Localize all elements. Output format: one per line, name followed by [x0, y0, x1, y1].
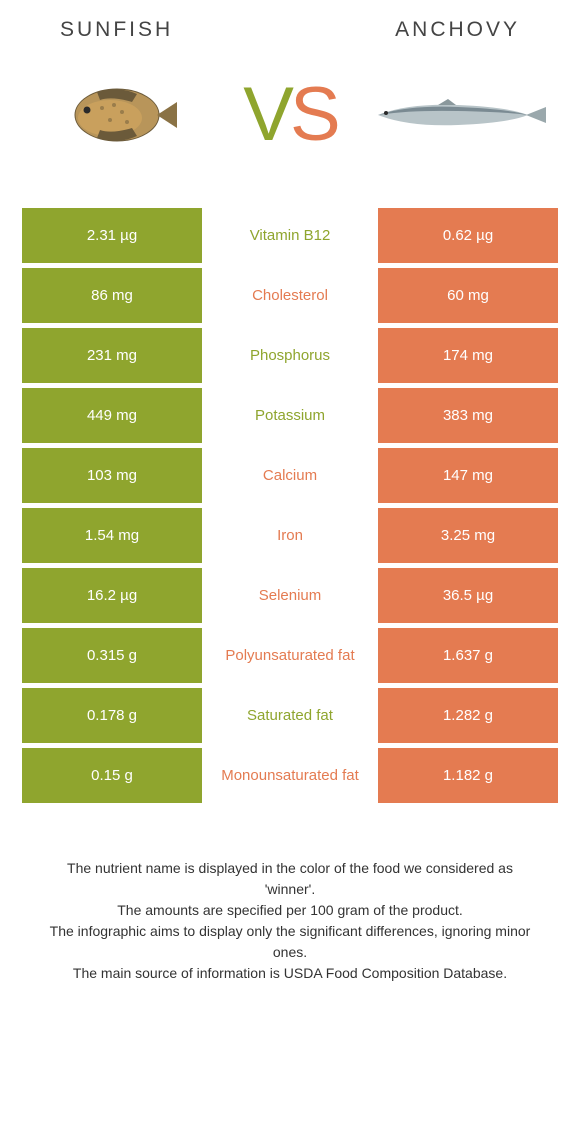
right-value: 383 mg: [378, 388, 558, 443]
left-value: 231 mg: [22, 328, 202, 383]
table-row: 16.2 µgSelenium36.5 µg: [22, 568, 558, 623]
table-row: 0.315 gPolyunsaturated fat1.637 g: [22, 628, 558, 683]
footer-line-1: The nutrient name is displayed in the co…: [40, 858, 540, 900]
nutrient-table: 2.31 µgVitamin B120.62 µg86 mgCholestero…: [22, 208, 558, 803]
nutrient-label: Saturated fat: [202, 688, 378, 743]
nutrient-label: Polyunsaturated fat: [202, 628, 378, 683]
left-food-title: SUNFISH: [60, 18, 173, 42]
table-row: 231 mgPhosphorus174 mg: [22, 328, 558, 383]
right-value: 3.25 mg: [378, 508, 558, 563]
footer-line-3: The infographic aims to display only the…: [40, 921, 540, 963]
footer-notes: The nutrient name is displayed in the co…: [0, 808, 580, 984]
left-value: 0.315 g: [22, 628, 202, 683]
left-value: 16.2 µg: [22, 568, 202, 623]
left-value: 1.54 mg: [22, 508, 202, 563]
nutrient-label: Selenium: [202, 568, 378, 623]
left-value: 86 mg: [22, 268, 202, 323]
nutrient-label: Vitamin B12: [202, 208, 378, 263]
table-row: 449 mgPotassium383 mg: [22, 388, 558, 443]
vs-v: V: [243, 72, 290, 157]
table-row: 86 mgCholesterol60 mg: [22, 268, 558, 323]
table-row: 0.178 gSaturated fat1.282 g: [22, 688, 558, 743]
hero-section: VS: [0, 42, 580, 208]
nutrient-label: Iron: [202, 508, 378, 563]
right-value: 1.182 g: [378, 748, 558, 803]
right-value: 1.282 g: [378, 688, 558, 743]
left-value: 0.15 g: [22, 748, 202, 803]
table-row: 0.15 gMonounsaturated fat1.182 g: [22, 748, 558, 803]
right-value: 36.5 µg: [378, 568, 558, 623]
footer-line-2: The amounts are specified per 100 gram o…: [40, 900, 540, 921]
nutrient-label: Potassium: [202, 388, 378, 443]
right-value: 1.637 g: [378, 628, 558, 683]
table-row: 103 mgCalcium147 mg: [22, 448, 558, 503]
left-value: 449 mg: [22, 388, 202, 443]
right-value: 147 mg: [378, 448, 558, 503]
right-food-title: ANCHOVY: [395, 18, 520, 42]
nutrient-label: Monounsaturated fat: [202, 748, 378, 803]
table-row: 2.31 µgVitamin B120.62 µg: [22, 208, 558, 263]
sunfish-image: [20, 80, 223, 150]
nutrient-label: Phosphorus: [202, 328, 378, 383]
table-row: 1.54 mgIron3.25 mg: [22, 508, 558, 563]
footer-line-4: The main source of information is USDA F…: [40, 963, 540, 984]
vs-s: S: [290, 72, 337, 157]
vs-label: VS: [243, 77, 336, 153]
right-value: 174 mg: [378, 328, 558, 383]
left-value: 0.178 g: [22, 688, 202, 743]
nutrient-label: Calcium: [202, 448, 378, 503]
anchovy-image: [357, 95, 560, 135]
left-value: 2.31 µg: [22, 208, 202, 263]
right-value: 0.62 µg: [378, 208, 558, 263]
header: SUNFISH ANCHOVY: [0, 0, 580, 42]
left-value: 103 mg: [22, 448, 202, 503]
right-value: 60 mg: [378, 268, 558, 323]
nutrient-label: Cholesterol: [202, 268, 378, 323]
